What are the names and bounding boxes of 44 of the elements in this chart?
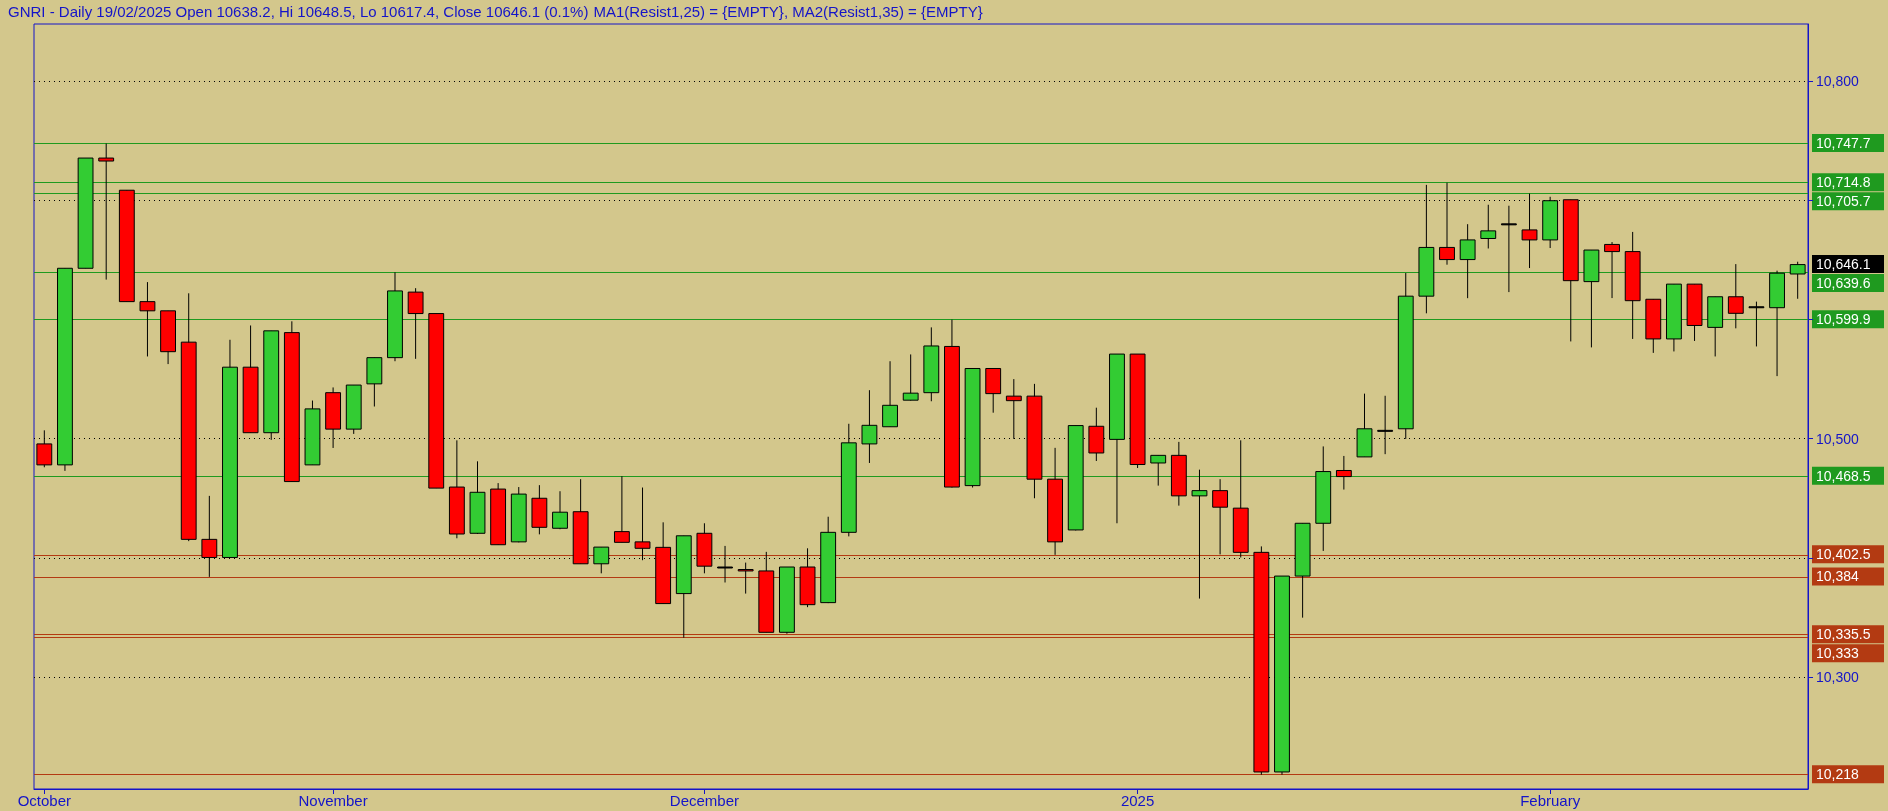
ref-line-label: 10,468.5 bbox=[1816, 467, 1871, 484]
candlestick bbox=[1789, 261, 1806, 300]
x-tick-label: October bbox=[17, 792, 71, 809]
ref-line-label: 10,218 bbox=[1816, 766, 1860, 783]
candlestick bbox=[139, 281, 156, 357]
x-tick-label: November bbox=[298, 792, 368, 809]
ref-line-label: 10,402.5 bbox=[1816, 546, 1871, 563]
text: 10,646.1 bbox=[1816, 256, 1871, 273]
ref-line-label: 10,384 bbox=[1816, 568, 1860, 585]
chart-subtitle: MA1(Resist1,25) = {EMPTY}, MA2(Resist1,35) = {EMPTY} bbox=[593, 3, 983, 20]
x-tick-label: December bbox=[669, 792, 740, 809]
candlestick bbox=[1377, 395, 1394, 455]
candlestick bbox=[1335, 455, 1352, 491]
ref-line-label: 10,747.7 bbox=[1816, 135, 1871, 152]
candlestick bbox=[407, 287, 424, 360]
y-tick-label: 10,500 bbox=[1816, 430, 1860, 447]
ref-line-label: 10,639.6 bbox=[1816, 275, 1871, 292]
candlestick bbox=[902, 353, 919, 402]
candlestick bbox=[36, 429, 53, 468]
candlestick bbox=[1604, 241, 1620, 299]
candlestick bbox=[882, 360, 898, 428]
x-tick-label: 2025 bbox=[1120, 792, 1155, 809]
candlestick bbox=[737, 562, 754, 595]
ref-line-label: 10,714.8 bbox=[1816, 174, 1871, 191]
candlestick bbox=[1521, 193, 1538, 269]
candlestick bbox=[1500, 205, 1517, 293]
y-tick-label: 10,300 bbox=[1816, 668, 1860, 685]
candlestick bbox=[1727, 263, 1744, 329]
candlestick bbox=[613, 475, 630, 543]
candlestick bbox=[1459, 223, 1476, 299]
ref-line-label: 10,705.7 bbox=[1816, 193, 1871, 210]
x-tick-label: February bbox=[1520, 792, 1581, 809]
ref-line-label: 10,333 bbox=[1816, 645, 1860, 662]
candlestick bbox=[1748, 301, 1765, 347]
candlestick bbox=[552, 490, 568, 530]
candlestick bbox=[1191, 469, 1208, 600]
candlestick bbox=[1480, 204, 1497, 249]
ref-line-label: 10,335.5 bbox=[1816, 626, 1871, 643]
candlestick bbox=[1150, 454, 1167, 487]
candlestick bbox=[1212, 478, 1229, 555]
candlestick bbox=[717, 545, 733, 583]
ref-line-label: 10,599.9 bbox=[1816, 311, 1871, 328]
y-tick-label: 10,800 bbox=[1816, 73, 1860, 90]
chart-title: GNRI - Daily 19/02/2025 Open 10638.2, Hi 10648.5, Lo 10617.4, Close 10646.1 (0.1%) bbox=[8, 3, 589, 20]
